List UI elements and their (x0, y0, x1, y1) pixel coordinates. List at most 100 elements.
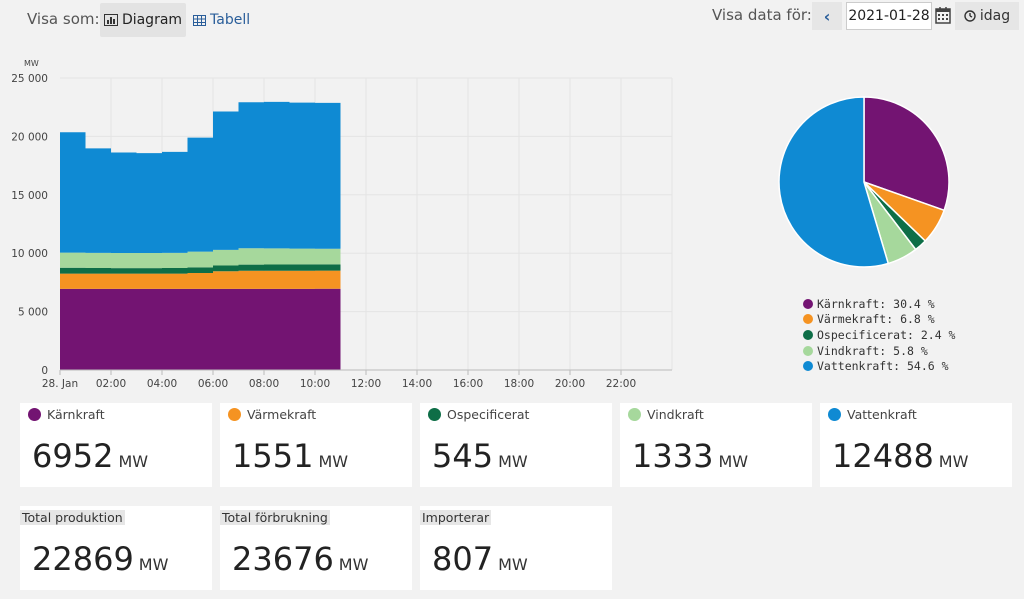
area-series-Kärnkraft[interactable] (60, 288, 341, 370)
summary-card: Total produktion 22869 MW (20, 506, 212, 590)
card-number: 23676 (232, 540, 334, 578)
card-value: 807 MW (432, 540, 528, 578)
card-label-text: Kärnkraft (47, 407, 105, 422)
x-tick-label: 12:00 (351, 378, 381, 390)
card-unit: MW (338, 555, 369, 574)
bar-chart-icon (103, 14, 118, 26)
y-axis-unit: MW (24, 59, 39, 68)
production-card: Ospecificerat 545 MW (420, 403, 612, 487)
today-button[interactable]: idag (955, 2, 1019, 30)
x-tick-label: 04:00 (147, 378, 177, 390)
x-tick-label: 08:00 (249, 378, 279, 390)
area-series-Vindkraft[interactable] (60, 248, 341, 269)
legend-item[interactable]: Kärnkraft: 30.4 % (803, 296, 955, 312)
y-tick-label: 0 (41, 365, 48, 377)
production-card: Värmekraft 1551 MW (220, 403, 412, 487)
x-tick-label: 18:00 (504, 378, 534, 390)
legend-label: Värmekraft: 6.8 % (817, 312, 935, 327)
date-input[interactable]: 2021-01-28 (846, 2, 932, 30)
card-number: 12488 (832, 437, 934, 475)
card-unit: MW (118, 452, 149, 471)
card-number: 545 (432, 437, 494, 475)
area-series-Vattenkraft[interactable] (60, 101, 341, 253)
table-label: Tabell (210, 12, 251, 28)
view-as-label: Visa som: (27, 10, 100, 28)
legend-item[interactable]: Ospecificerat: 2.4 % (803, 327, 955, 343)
card-label: Ospecificerat (428, 407, 529, 422)
area-series-Värmekraft[interactable] (60, 270, 341, 289)
card-number: 22869 (32, 540, 134, 578)
card-label-text: Vindkraft (647, 407, 704, 422)
production-pie-chart (778, 96, 950, 268)
x-tick-label: 06:00 (198, 378, 228, 390)
card-label-text: Total produktion (22, 510, 123, 525)
toolbar: Visa som: Diagram Tabell Visa data för: … (0, 0, 1024, 40)
card-number: 1551 (232, 437, 314, 475)
legend-dot (803, 298, 813, 309)
today-label: idag (979, 8, 1011, 24)
clock-icon (964, 10, 976, 22)
production-card: Kärnkraft 6952 MW (20, 403, 212, 487)
summary-card: Total förbrukning 23676 MW (220, 506, 412, 590)
diagram-view-button[interactable]: Diagram (100, 3, 186, 37)
calendar-icon[interactable] (934, 4, 952, 26)
card-label-text: Vattenkraft (847, 407, 917, 422)
card-color-dot (628, 408, 641, 421)
card-label: Total produktion (20, 510, 125, 525)
card-label: Vindkraft (628, 407, 704, 422)
y-tick-label: 10 000 (11, 248, 48, 260)
card-value: 545 MW (432, 437, 528, 475)
card-value: 23676 MW (232, 540, 368, 578)
card-value: 22869 MW (32, 540, 168, 578)
legend-label: Ospecificerat: 2.4 % (817, 327, 956, 342)
area-series-Ospecificerat[interactable] (60, 264, 341, 274)
y-tick-label: 5 000 (18, 307, 48, 319)
legend-dot (803, 329, 813, 340)
card-color-dot (28, 408, 41, 421)
y-tick-label: 20 000 (11, 131, 48, 143)
x-tick-label: 22:00 (606, 378, 636, 390)
x-tick-label: 02:00 (96, 378, 126, 390)
card-label-text: Ospecificerat (447, 407, 530, 422)
pie-slice-Vattenkraft[interactable] (778, 96, 890, 268)
legend-label: Kärnkraft: 30.4 % (817, 296, 935, 311)
legend-item[interactable]: Värmekraft: 6.8 % (803, 312, 955, 328)
card-unit: MW (498, 555, 528, 574)
card-color-dot (228, 408, 241, 421)
production-card: Vattenkraft 12488 MW (820, 403, 1012, 487)
summary-card: Importerar 807 MW (420, 506, 612, 590)
legend-label: Vindkraft: 5.8 % (817, 343, 928, 358)
card-label-text: Total förbrukning (222, 510, 328, 525)
card-value: 1333 MW (632, 437, 748, 475)
table-icon (193, 14, 206, 26)
card-label: Importerar (420, 510, 492, 525)
legend-label: Vattenkraft: 54.6 % (817, 359, 949, 374)
x-tick-label: 14:00 (402, 378, 432, 390)
card-unit: MW (938, 452, 969, 471)
production-card: Vindkraft 1333 MW (620, 403, 812, 487)
legend-item[interactable]: Vattenkraft: 54.6 % (803, 358, 955, 374)
card-label: Värmekraft (228, 407, 316, 422)
card-label: Total förbrukning (220, 510, 330, 525)
card-value: 1551 MW (232, 437, 348, 475)
pie-slice-Kärnkraft[interactable] (863, 96, 950, 212)
y-tick-label: 25 000 (11, 73, 48, 85)
previous-day-button[interactable]: ‹ (812, 2, 842, 30)
card-label: Vattenkraft (828, 407, 917, 422)
card-number: 807 (432, 540, 494, 578)
legend-item[interactable]: Vindkraft: 5.8 % (803, 343, 955, 359)
table-view-button[interactable]: Tabell (193, 3, 250, 37)
card-label-text: Importerar (422, 510, 490, 525)
card-unit: MW (718, 452, 749, 471)
show-data-for-label: Visa data för: (712, 6, 812, 24)
card-number: 6952 (32, 437, 114, 475)
x-tick-label: 16:00 (453, 378, 483, 390)
x-tick-label: 28. Jan (42, 378, 78, 390)
production-area-chart: 0 5 000 10 000 15 000 20 000 25 000 MW 28. Jan 0… (11, 59, 673, 390)
x-tick-label: 10:00 (300, 378, 330, 390)
chevron-left-icon: ‹ (823, 6, 831, 26)
card-number: 1333 (632, 437, 714, 475)
legend-dot (803, 345, 813, 356)
card-value: 12488 MW (832, 437, 968, 475)
y-tick-label: 15 000 (11, 190, 48, 202)
